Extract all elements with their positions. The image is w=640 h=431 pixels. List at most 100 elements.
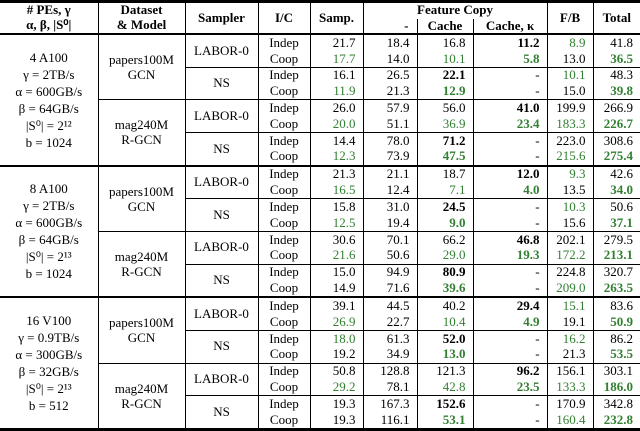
value-cell: 8.9: [546, 34, 594, 51]
header-dataset-line2: & Model: [116, 17, 167, 33]
table-row: Coop 14.9 71.6 39.6-209.0 263.5: [0, 280, 640, 299]
header-pes-line1: # PEs, γ: [26, 2, 71, 18]
value-cell: -: [472, 198, 548, 216]
ic-cell: Indep: [257, 297, 310, 315]
config-cell: 8 A100 γ = 2TB/s α = 600GB/s β = 64GB/s |S⁰|…: [0, 165, 98, 299]
header-fb: F/B: [546, 1, 594, 36]
value-cell: 18.7: [416, 165, 473, 183]
table-row: mag240M R-GCN LABOR-0 Indep 30.6 70.1 66.2 46.8…: [0, 231, 640, 299]
value-cell: -: [472, 264, 548, 281]
value-cell: 223.0: [546, 132, 594, 149]
table-row: NS Indep 16.1 26.5 22.1-10.1 48.3: [0, 67, 640, 101]
table-row: NS Indep 19.3 167.3 152.6-170.9 342.8: [0, 395, 640, 431]
value-cell: 12.9: [416, 83, 473, 101]
sampler-cell: NS: [184, 198, 258, 232]
value-cell: 133.3: [546, 379, 594, 397]
value-cell: -: [472, 280, 548, 299]
value-cell: 47.5: [416, 148, 473, 167]
value-cell: 94.9: [362, 264, 417, 281]
value-cell: 34.9: [362, 346, 417, 364]
value-cell: 12.3: [309, 148, 363, 167]
sampler-cell: LABOR-0: [184, 297, 258, 331]
value-cell: 128.8: [362, 363, 417, 380]
value-cell: -: [472, 148, 548, 167]
header-row-1: # PEs, γ α, β, |S⁰| Dataset & Model Samp…: [0, 1, 640, 36]
value-cell: 16.5: [309, 182, 363, 200]
value-cell: 13.0: [416, 346, 473, 364]
ic-cell: Coop: [257, 411, 310, 431]
table-row: Coop 16.5 12.4 7.1 4.0 13.5 34.0: [0, 182, 640, 200]
header-fc-cache: Cache: [416, 18, 473, 36]
value-cell: 42.6: [592, 165, 640, 183]
value-cell: 73.9: [362, 148, 417, 167]
value-cell: 53.1: [416, 411, 473, 431]
table-row: NS Indep 18.0 61.3 52.0-16.2 86.2: [0, 330, 640, 364]
ic-cell: Indep: [257, 132, 310, 149]
value-cell: 199.9: [546, 99, 594, 117]
table-row: Coop 12.5 19.4 9.0-15.6 37.1: [0, 215, 640, 232]
header-fc-none: -: [362, 18, 417, 36]
header-row-2: - Cache Cache, κ: [0, 18, 640, 36]
sampler-cell: LABOR-0: [184, 231, 258, 265]
value-cell: 53.5: [592, 346, 640, 364]
ic-cell: Coop: [257, 247, 310, 265]
ic-cell: Coop: [257, 379, 310, 397]
value-cell: 50.6: [362, 247, 417, 265]
value-cell: 320.7: [592, 264, 640, 281]
table-row: Coop 12.3 73.9 47.5-215.6 275.4: [0, 148, 640, 167]
value-cell: 18.4: [362, 34, 417, 51]
header-ic: I/C: [257, 1, 310, 36]
value-cell: 9.0: [416, 215, 473, 232]
value-cell: 19.3: [472, 247, 548, 265]
sampler-cell: LABOR-0: [184, 363, 258, 397]
value-cell: -: [472, 395, 548, 412]
value-cell: 10.3: [546, 198, 594, 216]
header-dataset-model: Dataset & Model: [97, 1, 185, 36]
value-cell: 78.0: [362, 132, 417, 149]
ic-cell: Indep: [257, 330, 310, 347]
table-row: 8 A100 γ = 2TB/s α = 600GB/s β = 64GB/s |S⁰|…: [0, 165, 640, 299]
value-cell: 40.2: [416, 297, 473, 315]
value-cell: 152.6: [416, 395, 473, 412]
value-cell: 21.1: [362, 165, 417, 183]
value-cell: 41.8: [592, 34, 640, 51]
value-cell: 51.1: [362, 116, 417, 133]
value-cell: 170.9: [546, 395, 594, 412]
value-cell: 21.3: [546, 346, 594, 364]
ic-cell: Coop: [257, 83, 310, 101]
value-cell: 14.0: [362, 50, 417, 68]
value-cell: 41.0: [472, 99, 548, 117]
value-cell: 15.0: [309, 264, 363, 281]
value-cell: 23.4: [472, 116, 548, 133]
value-cell: 21.3: [362, 83, 417, 101]
value-cell: 266.9: [592, 99, 640, 117]
value-cell: 10.1: [546, 67, 594, 84]
header-dataset-line1: Dataset: [120, 2, 163, 18]
value-cell: 78.1: [362, 379, 417, 397]
ic-cell: Indep: [257, 231, 310, 248]
value-cell: 16.1: [309, 67, 363, 84]
dataset-cell: papers100M GCN: [97, 297, 185, 364]
value-cell: 4.9: [472, 314, 548, 331]
value-cell: 21.7: [309, 34, 363, 51]
table-row: NS Indep 15.0 94.9 80.9-224.8 320.7: [0, 264, 640, 299]
value-cell: 26.5: [362, 67, 417, 84]
sampler-cell: NS: [184, 264, 258, 299]
dataset-cell: mag240M R-GCN: [97, 99, 185, 167]
table-row: Coop 26.9 22.7 10.4 4.9 19.1 50.9: [0, 314, 640, 331]
value-cell: 308.6: [592, 132, 640, 149]
value-cell: 202.1: [546, 231, 594, 248]
value-cell: 29.2: [309, 379, 363, 397]
value-cell: 12.5: [309, 215, 363, 232]
value-cell: 4.0: [472, 182, 548, 200]
table-row: Coop 21.6 50.6 29.0 19.3 172.2 213.1: [0, 247, 640, 265]
value-cell: 10.4: [416, 314, 473, 331]
value-cell: -: [472, 67, 548, 84]
ic-cell: Coop: [257, 346, 310, 364]
header-samp: Samp.: [309, 1, 363, 36]
table-row: NS Indep 15.8 31.0 24.5-10.3 50.6: [0, 198, 640, 232]
config-cell: 16 V100 γ = 0.9TB/s α = 300GB/s β = 32GB/s |…: [0, 297, 98, 431]
value-cell: 7.1: [416, 182, 473, 200]
ic-cell: Indep: [257, 67, 310, 84]
value-cell: -: [472, 83, 548, 101]
